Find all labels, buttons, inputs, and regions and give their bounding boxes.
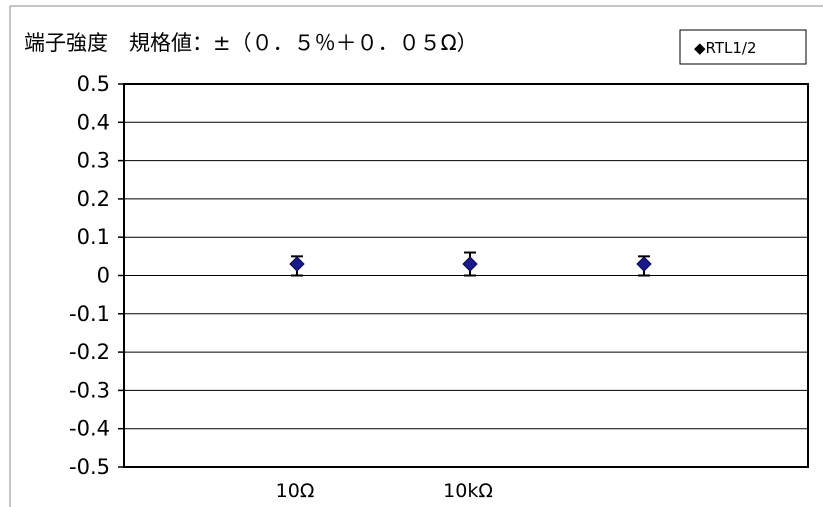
legend-box <box>679 29 807 65</box>
data-series <box>289 251 652 277</box>
y-tick-label: 0.1 <box>77 225 110 249</box>
y-tick-label: 0.5 <box>77 72 110 96</box>
x-category-label: 10Ω <box>276 480 315 502</box>
y-tick-label: 0.4 <box>77 110 110 134</box>
y-tick-label: 0 <box>97 264 110 288</box>
y-tick-label: -0.4 <box>69 417 110 441</box>
chart-title: 端子強度 規格値：±（０．５％＋０．０５Ω） <box>24 31 478 55</box>
data-point <box>289 256 305 272</box>
data-point <box>636 256 652 272</box>
gridlines <box>124 121 808 430</box>
legend: ◆RTL1/2 <box>679 29 807 65</box>
y-tick-label: 0.3 <box>77 149 110 173</box>
data-point <box>462 256 478 272</box>
y-axis-ticks: 0.5 0.4 0.3 0.2 0.1 0 -0.1 -0.2 -0.3 -0.4 -0.5 <box>69 72 124 479</box>
x-axis-categories: 10Ω 10kΩ <box>276 480 493 502</box>
x-category-label: 10kΩ <box>443 480 493 502</box>
y-tick-label: -0.2 <box>69 340 110 364</box>
y-tick-label: -0.3 <box>69 378 110 402</box>
legend-entry: ◆RTL1/2 <box>694 39 757 57</box>
y-tick-label: -0.1 <box>69 302 110 326</box>
y-tick-label: 0.2 <box>77 187 110 211</box>
y-tick-label: -0.5 <box>69 455 110 479</box>
